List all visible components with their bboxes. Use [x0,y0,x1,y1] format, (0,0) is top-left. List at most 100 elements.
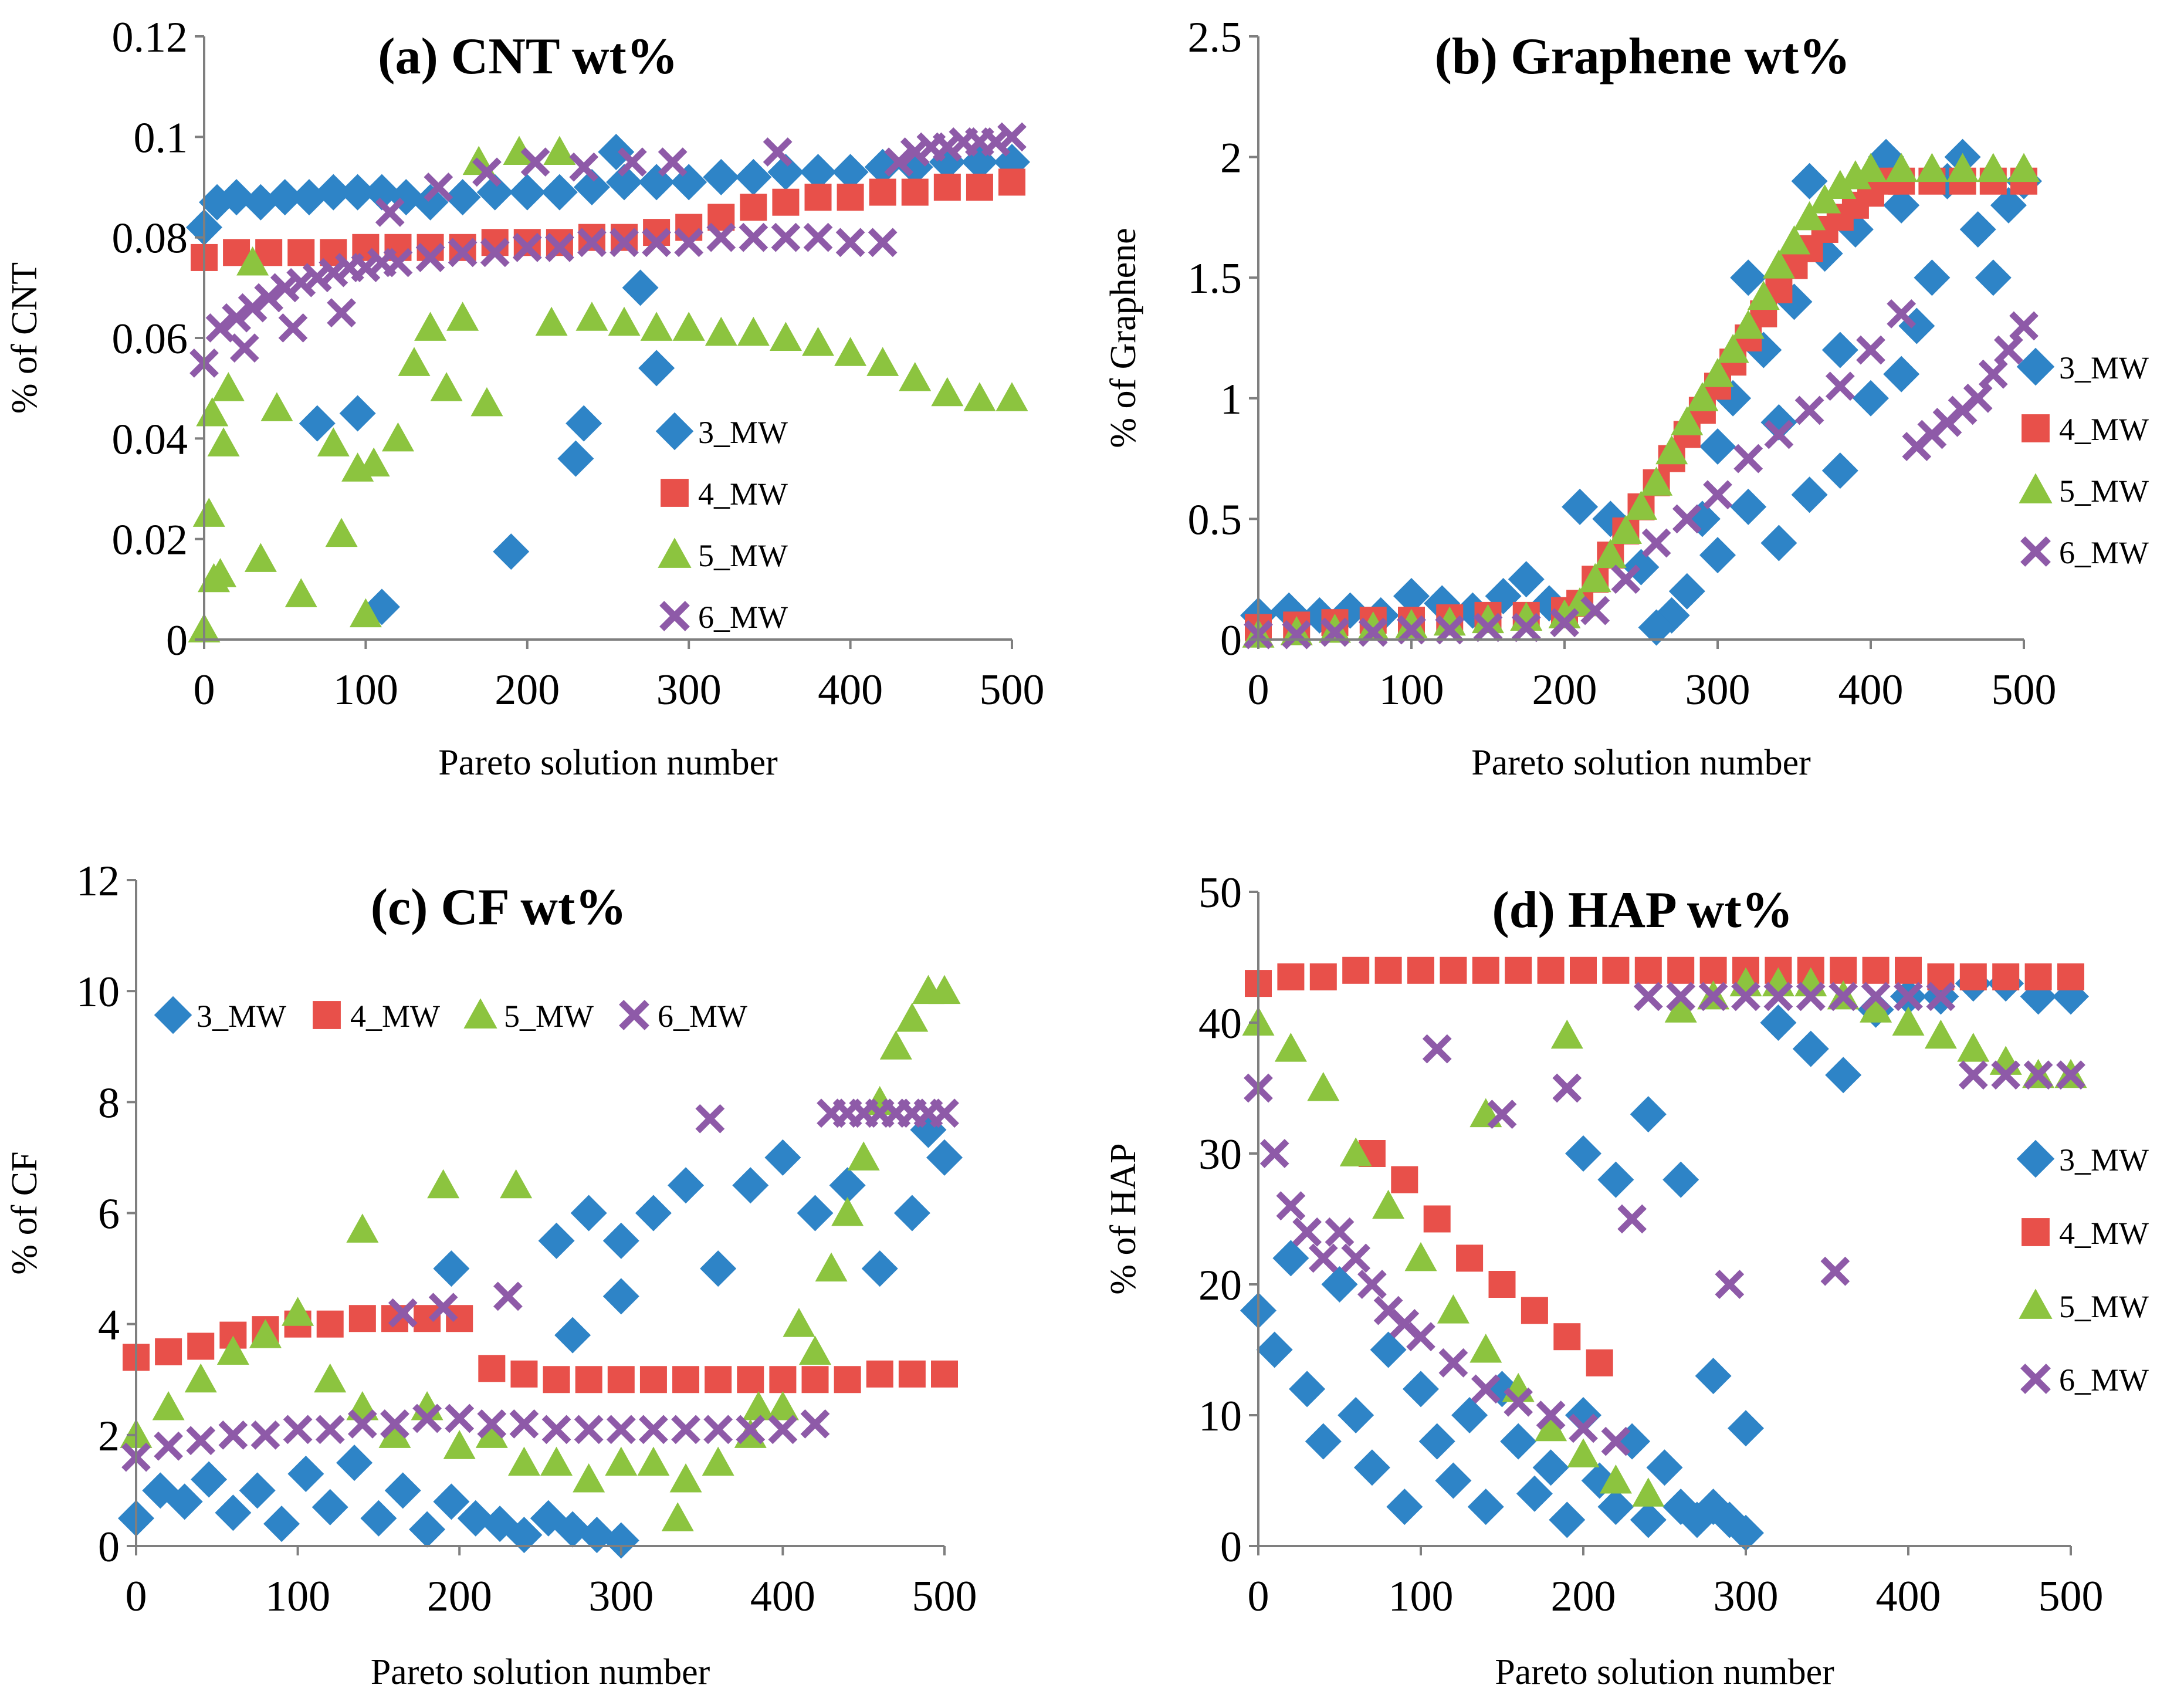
data-point [1820,1256,1850,1286]
data-point [926,1139,963,1176]
data-point [768,1415,798,1445]
data-point [835,228,865,258]
data-point [207,427,240,456]
data-point [1440,956,1467,984]
data-point [414,312,447,341]
data-point [797,1195,834,1232]
legend-label: 6_MW [2059,1362,2149,1398]
data-point [1550,608,1579,638]
data-point [1824,170,1857,199]
diamond-icon [2016,1139,2055,1178]
data-point [1437,1294,1469,1324]
data-points [186,122,1030,642]
y-tick-label: 10 [1198,1392,1242,1440]
data-point [315,1415,345,1445]
data-point [250,1420,280,1450]
y-axis-label: % of CNT [5,262,45,414]
data-point [1422,1034,1452,1064]
legend-item-5_MW: 5_MW [658,537,788,573]
data-point [1638,609,1675,646]
data-point [1672,504,1702,534]
data-point [1418,1423,1455,1460]
data-point [507,1446,540,1476]
data-point [315,174,352,211]
data-point [1511,613,1541,642]
data-point [866,347,899,376]
data-point [837,184,864,211]
data-point [879,1030,912,1060]
data-point [1341,1243,1371,1273]
data-point [378,1419,411,1448]
legend-label: 4_MW [2059,412,2149,447]
data-point [1861,982,1891,1012]
data-point [1695,1358,1732,1395]
data-point [428,1293,458,1322]
data-point [928,975,961,1004]
x-tick-label: 100 [333,666,398,714]
legend-label: 5_MW [504,999,594,1034]
chart-panel-a: 0 0.02 0.04 0.06 0.08 0.1 0.12 0 100 200 300 400 500… [5,13,1045,783]
y-tick-label: 0 [1220,617,1242,665]
data-point [598,134,635,171]
data-point [884,147,914,177]
data-point [834,1366,861,1393]
data-point [446,302,479,331]
data-point [930,1098,959,1128]
data-point [270,273,300,303]
legend-item-6_MW: 6_MW [2020,535,2149,570]
data-point [1338,1397,1374,1433]
data-point [375,197,405,227]
data-point [1791,163,1828,199]
data-point [470,387,503,417]
data-point [767,154,804,191]
data-point [351,253,381,282]
data-point [1550,1019,1583,1049]
data-point [800,1409,830,1439]
x-tick-label: 200 [1551,1572,1616,1621]
data-point [287,239,315,266]
legend-item-4_MW: 4_MW [2022,1216,2149,1251]
data-point [866,1360,893,1388]
data-point [1640,466,1673,496]
data-point [802,327,835,356]
data-points [118,975,963,1559]
data-point [388,1298,418,1328]
data-point [476,174,513,211]
chart-panel-c: 0 2 4 6 8 10 12 0 100 200 300 400 500 (c) CF wt% Paret… [5,857,977,1692]
series-5_MW [1242,967,2087,1507]
data-point [349,598,382,628]
y-tick-label: 0.5 [1188,496,1242,544]
data-point [737,316,770,346]
data-point [1915,153,1948,182]
data-point [457,1500,494,1537]
diamond-icon [2016,347,2055,386]
data-point [961,144,998,181]
data-point [1569,1413,1598,1443]
data-point [249,1319,282,1348]
data-point [901,178,929,206]
legend-label: 3_MW [698,415,788,450]
data-points [1240,956,2089,1551]
data-point [1699,956,1727,984]
y-tick-label: 0.04 [112,415,188,464]
data-point [1959,211,1996,248]
data-point [1731,982,1760,1012]
data-point [769,322,802,351]
x-tick-label: 200 [495,666,560,714]
cross-icon [619,1000,649,1030]
cross-icon [2020,536,2051,567]
legend-label: 3_MW [197,999,286,1034]
data-point [1992,963,2020,990]
data-point [299,405,336,442]
data-point [735,158,772,195]
legend-item-6_MW: 6_MW [619,999,747,1034]
data-point [1854,153,1887,182]
data-point [1374,956,1402,984]
data-point [541,174,578,211]
data-point [578,1517,615,1554]
data-point [737,1366,764,1393]
y-axis-label: % of CF [5,1151,45,1274]
data-point [575,1366,602,1393]
data-point [1552,1073,1582,1103]
